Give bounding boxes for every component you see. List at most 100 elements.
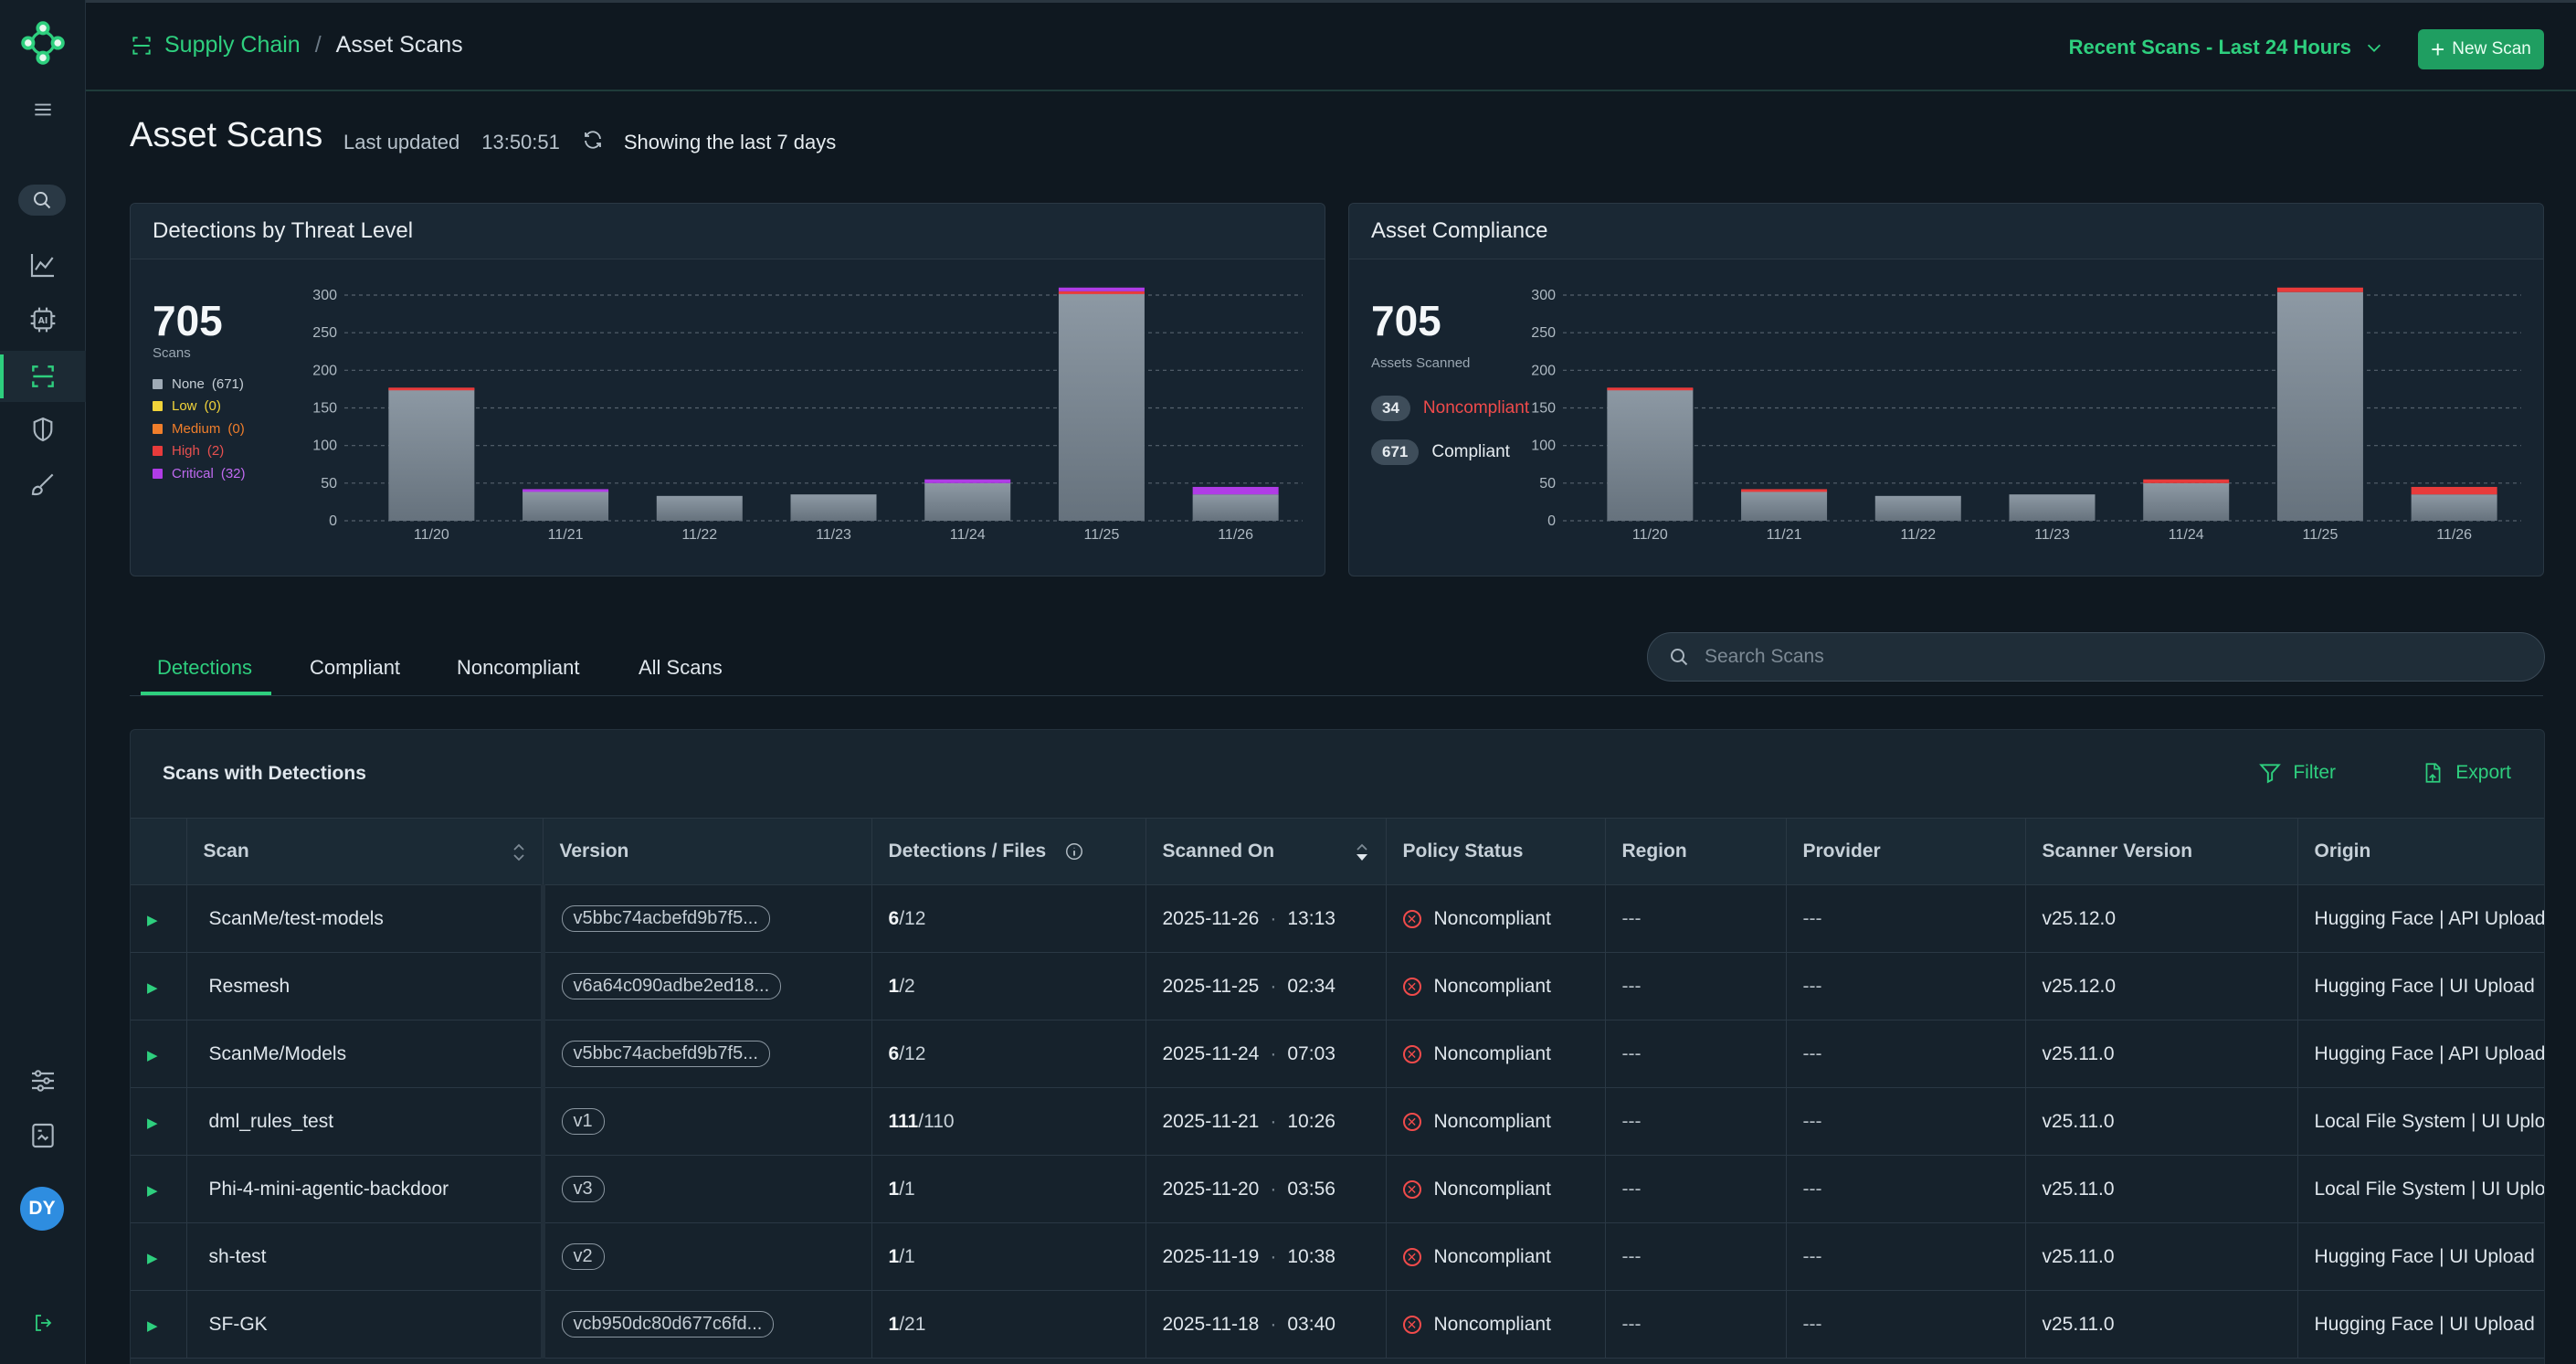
sidebar-item-analytics[interactable]	[0, 239, 86, 291]
bar-noncompliant-11-24[interactable]	[2143, 479, 2230, 483]
bar-none-11-22[interactable]	[656, 495, 743, 521]
info-icon[interactable]	[1064, 841, 1084, 862]
scan-name-cell[interactable]: Resmesh	[186, 952, 545, 1020]
filter-label: Filter	[2293, 762, 2336, 783]
legend-swatch	[153, 401, 163, 412]
expand-row-button[interactable]: ▶	[131, 1290, 187, 1359]
search-scans-input[interactable]	[1705, 646, 2508, 668]
breadcrumb-supply-chain[interactable]: Supply Chain	[164, 32, 301, 58]
scan-name[interactable]: Phi-4-mini-agentic-backdoor	[208, 1178, 449, 1200]
legend-swatch	[153, 423, 163, 434]
x-tick-label: 11/25	[1083, 527, 1119, 543]
bar-compliant-11-23[interactable]	[2009, 494, 2096, 521]
bar-compliant-11-21[interactable]	[1741, 491, 1828, 521]
bar-noncompliant-11-26[interactable]	[2411, 486, 2497, 495]
threat-total-label: Scans	[153, 345, 191, 361]
table-row[interactable]: ▶ sh-test v2 1/1 2025-11-19 · 10:38 ✕ Noncomplia…	[131, 1222, 2544, 1291]
tab-compliant[interactable]: Compliant	[310, 656, 401, 679]
column-header-scanned-on[interactable]: Scanned On	[1145, 818, 1387, 885]
bar-noncompliant-11-21[interactable]	[1741, 489, 1828, 492]
bar-noncompliant-11-20[interactable]	[1607, 387, 1694, 391]
refresh-icon	[584, 131, 601, 149]
sidebar-item-security[interactable]	[0, 404, 86, 455]
logout-icon	[36, 1315, 52, 1331]
tab-detections[interactable]: Detections	[157, 656, 252, 679]
bar-none-11-25[interactable]	[1058, 291, 1145, 521]
scan-name[interactable]: ScanMe/Models	[208, 1042, 347, 1064]
search-icon	[34, 192, 51, 209]
legend-label: Critical	[172, 465, 214, 481]
scan-name[interactable]: Resmesh	[208, 975, 290, 997]
origin-cell: Hugging Face | API Upload	[2297, 884, 2544, 953]
scan-name-cell[interactable]: sh-test	[186, 1222, 545, 1291]
bar-none-11-23[interactable]	[790, 494, 877, 521]
y-tick-label: 150	[1531, 401, 1556, 417]
bar-critical-11-24[interactable]	[924, 479, 1011, 483]
scan-name-cell[interactable]: SF-GK	[186, 1290, 545, 1359]
sort-icon[interactable]	[512, 841, 526, 864]
expand-row-button[interactable]: ▶	[131, 1020, 187, 1088]
sidebar-item-asset-scans[interactable]	[0, 351, 86, 402]
expand-row-button[interactable]: ▶	[131, 1087, 187, 1156]
bar-compliant-11-20[interactable]	[1607, 388, 1694, 521]
bar-none-11-24[interactable]	[924, 482, 1011, 521]
expand-row-button[interactable]: ▶	[131, 1155, 187, 1223]
bar-high-11-20[interactable]	[388, 387, 475, 391]
table-row[interactable]: ▶ ScanMe/Models v5bbc74acbefd9b7f5... 6/12 2…	[131, 1020, 2544, 1088]
detection-count: 6	[888, 1042, 900, 1064]
column-header-scan[interactable]: Scan	[186, 818, 544, 885]
user-avatar[interactable]: DY	[20, 1187, 64, 1231]
bar-compliant-11-26[interactable]	[2411, 494, 2497, 521]
detections-cell: 1/1	[871, 1222, 1146, 1291]
scan-name[interactable]: sh-test	[208, 1245, 267, 1267]
bar-critical-11-26[interactable]	[1192, 486, 1279, 495]
scan-name[interactable]: ScanMe/test-models	[208, 907, 384, 929]
file-count: /1	[899, 1178, 915, 1200]
time-range-dropdown[interactable]: Recent Scans - Last 24 Hours	[2069, 36, 2384, 59]
sidebar-item-tools[interactable]	[0, 459, 86, 510]
refresh-button[interactable]	[582, 129, 604, 156]
bar-critical-11-21[interactable]	[523, 489, 609, 492]
filter-button[interactable]: Filter	[2258, 761, 2336, 785]
scan-name-cell[interactable]: ScanMe/test-models	[186, 884, 545, 953]
bar-none-11-21[interactable]	[523, 491, 609, 521]
sidebar-item-ai-models[interactable]: AI	[0, 294, 86, 345]
scan-name[interactable]: SF-GK	[208, 1313, 268, 1335]
bar-compliant-11-24[interactable]	[2143, 482, 2230, 521]
bar-none-11-20[interactable]	[388, 388, 475, 521]
model-library-icon	[32, 1123, 54, 1148]
bar-compliant-11-25[interactable]	[2276, 291, 2363, 521]
sort-desc-icon[interactable]	[1355, 841, 1369, 864]
export-button[interactable]: Export	[2421, 761, 2511, 785]
tab-noncompliant[interactable]: Noncompliant	[457, 656, 580, 679]
tab-all-scans[interactable]: All Scans	[639, 656, 723, 679]
column-header-version: Version	[543, 818, 872, 885]
bar-none-11-26[interactable]	[1192, 494, 1279, 521]
expand-row-button[interactable]: ▶	[131, 1222, 187, 1291]
table-row[interactable]: ▶ dml_rules_test v1 111/110 2025-11-21 · 10:26…	[131, 1087, 2544, 1156]
app-logo[interactable]	[0, 16, 86, 69]
legend-count: (0)	[227, 420, 245, 437]
table-row[interactable]: ▶ ScanMe/test-models v5bbc74acbefd9b7f5...…	[131, 884, 2544, 953]
logout-button[interactable]	[0, 1297, 86, 1348]
breadcrumb-current: Asset Scans	[335, 32, 463, 58]
sidebar-menu-toggle[interactable]	[0, 84, 86, 135]
sidebar-item-settings[interactable]	[0, 1055, 86, 1106]
x-tick-label: 11/22	[681, 527, 717, 543]
expand-row-button[interactable]: ▶	[131, 952, 187, 1020]
table-row[interactable]: ▶ SF-GK vcb950dc80d677c6fd... 1/21 2025-11-1…	[131, 1290, 2544, 1359]
bar-critical-11-25[interactable]	[1058, 287, 1145, 291]
scan-name-cell[interactable]: ScanMe/Models	[186, 1020, 545, 1088]
new-scan-button[interactable]: + New Scan	[2418, 29, 2544, 69]
table-row[interactable]: ▶ Phi-4-mini-agentic-backdoor v3 1/1 2025-11…	[131, 1155, 2544, 1223]
scan-name-cell[interactable]: Phi-4-mini-agentic-backdoor	[186, 1155, 545, 1223]
table-row[interactable]: ▶ Resmesh v6a64c090adbe2ed18... 1/2 2025-11-…	[131, 952, 2544, 1020]
scan-name[interactable]: dml_rules_test	[208, 1110, 334, 1132]
bar-compliant-11-22[interactable]	[1874, 495, 1961, 521]
sidebar-search-button[interactable]	[18, 185, 66, 216]
scan-name-cell[interactable]: dml_rules_test	[186, 1087, 545, 1156]
expand-row-button[interactable]: ▶	[131, 884, 187, 953]
sidebar-item-library[interactable]	[0, 1110, 86, 1161]
bar-noncompliant-11-25[interactable]	[2276, 287, 2363, 292]
bar-high-11-25[interactable]	[1058, 291, 1145, 294]
